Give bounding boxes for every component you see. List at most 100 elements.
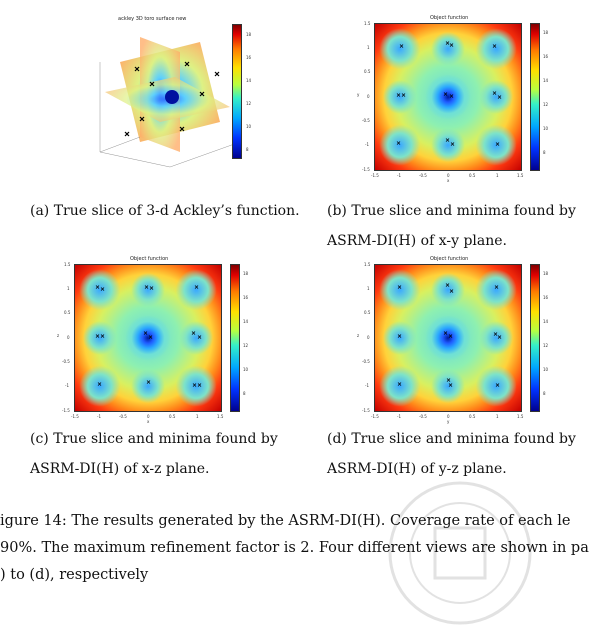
minimum-marker: × — [448, 333, 454, 340]
y-tick: 0.5 — [64, 310, 71, 315]
y-tick: -1 — [365, 383, 369, 388]
y-tick: 0 — [367, 335, 370, 340]
cbar-tick: 14 — [543, 319, 549, 324]
minimum-marker: × — [493, 331, 499, 338]
x-tick: 0.5 — [469, 173, 476, 178]
caption-c-line2: ASRM-DI(H) of x-z plane. — [30, 461, 210, 477]
cbar-tick: 8 — [543, 150, 546, 155]
panel-d: Object function × × × × × × × × × × × × … — [357, 253, 562, 424]
x-tick: 1.5 — [517, 414, 524, 419]
x-tick: -1 — [397, 173, 401, 178]
x-tick: 0.5 — [169, 414, 176, 419]
panel-b-xlabel: x — [447, 178, 450, 183]
x-tick: 0 — [447, 173, 450, 178]
panel-b-title: Object function — [430, 15, 469, 21]
university-seal-watermark — [388, 481, 532, 625]
minimum-marker: × — [445, 40, 451, 47]
panel-d-plot: × × × × × × × × × × × × × — [374, 264, 522, 412]
x-tick: -1 — [397, 414, 401, 419]
minimum-marker: × — [149, 285, 155, 292]
x-tick: -1 — [97, 414, 101, 419]
minimum-marker: × — [197, 334, 203, 341]
minimum-marker: × — [399, 43, 405, 50]
panel-c-plot: × × × × × × × × × × × × × × × — [74, 264, 222, 412]
minimum-marker: × — [148, 334, 154, 341]
x-tick: -1.5 — [371, 414, 379, 419]
cbar-tick: 18 — [543, 271, 549, 276]
minimum-marker: × — [449, 288, 455, 295]
minimum-marker: × — [495, 141, 501, 148]
cbar-tick: 16 — [246, 55, 252, 60]
y-tick: 0.5 — [364, 310, 371, 315]
minimum-marker: × — [497, 334, 503, 341]
cbar-tick: 10 — [243, 367, 249, 372]
cbar-tick: 8 — [246, 147, 249, 152]
cbar-tick: 16 — [543, 54, 549, 59]
panel-c: Object function × × × × × × × × × × × × … — [57, 253, 262, 424]
y-tick: 1 — [67, 286, 70, 291]
minimum-marker: × — [492, 43, 498, 50]
minimum-marker: × — [144, 284, 150, 291]
y-tick: 0 — [67, 335, 70, 340]
y-tick: 0 — [367, 94, 370, 99]
y-tick: -0.5 — [62, 359, 70, 364]
cbar-tick: 16 — [543, 295, 549, 300]
panel-c-xlabel: x — [147, 419, 150, 424]
cbar-tick: 8 — [543, 391, 546, 396]
y-tick: 1 — [367, 286, 370, 291]
caption-c-line1: (c) True slice and minima found by — [30, 431, 278, 447]
cbar-tick: 12 — [543, 102, 549, 107]
x-tick: -0.5 — [419, 173, 427, 178]
minimum-marker: × — [449, 42, 455, 49]
minimum-marker: × — [100, 286, 106, 293]
y-tick: 1.5 — [64, 262, 71, 267]
minimum-marker: × — [401, 92, 407, 99]
minimum-marker: × — [191, 330, 197, 337]
cbar-tick: 14 — [543, 78, 549, 83]
x-tick: 1.5 — [217, 414, 224, 419]
minimum-marker: × — [97, 381, 103, 388]
x-tick: 0 — [147, 414, 150, 419]
minimum-marker: × — [448, 382, 454, 389]
panel-c-title: Object function — [130, 256, 169, 262]
panel-d-colorbar — [530, 264, 540, 412]
y-tick: -1.5 — [62, 408, 70, 413]
cbar-tick: 14 — [243, 319, 249, 324]
x-tick: 1 — [496, 414, 499, 419]
panel-b: Object function × × × × × × × × × × × × … — [357, 12, 562, 183]
caption-a: (a) True slice of 3-d Ackley’s function. — [30, 203, 300, 219]
minimum-marker: × — [497, 94, 503, 101]
panel-b-ylabel: y — [357, 92, 360, 97]
y-tick: 1.5 — [364, 262, 371, 267]
cbar-tick: 10 — [543, 126, 549, 131]
minimum-marker: × — [492, 90, 498, 97]
panel-d-xlabel: y — [447, 419, 450, 424]
x-tick: 0 — [447, 414, 450, 419]
caption-b-line1: (b) True slice and minima found by — [327, 203, 576, 219]
minimum-marker: × — [396, 140, 402, 147]
figure-caption-line3: ) to (d), respectively — [0, 567, 149, 583]
x-tick: -1.5 — [71, 414, 79, 419]
minimum-marker: × — [449, 93, 455, 100]
panel-a: ackley 3D toro surface new — [60, 12, 300, 177]
minimum-marker: × — [95, 333, 101, 340]
caption-b-line2: ASRM-DI(H) of x-y plane. — [327, 233, 507, 249]
y-tick: 1 — [367, 45, 370, 50]
figure-caption: igure 14: The results generated by the A… — [0, 508, 601, 589]
x-tick: -0.5 — [119, 414, 127, 419]
minimum-marker: × — [100, 333, 106, 340]
minimum-marker: × — [494, 284, 500, 291]
caption-d-line1: (d) True slice and minima found by — [327, 431, 576, 447]
minimum-marker: × — [396, 92, 402, 99]
minimum-marker: × — [446, 377, 452, 384]
minimum-marker: × — [197, 382, 203, 389]
cbar-tick: 18 — [543, 30, 549, 35]
y-tick: -1.5 — [362, 408, 370, 413]
cbar-tick: 18 — [243, 271, 249, 276]
minimum-marker: × — [194, 284, 200, 291]
panel-a-title: ackley 3D toro surface new — [118, 16, 187, 22]
y-tick: -1 — [65, 383, 69, 388]
y-tick: -1.5 — [362, 167, 370, 172]
x-tick: -1.5 — [371, 173, 379, 178]
cbar-tick: 12 — [246, 101, 252, 106]
